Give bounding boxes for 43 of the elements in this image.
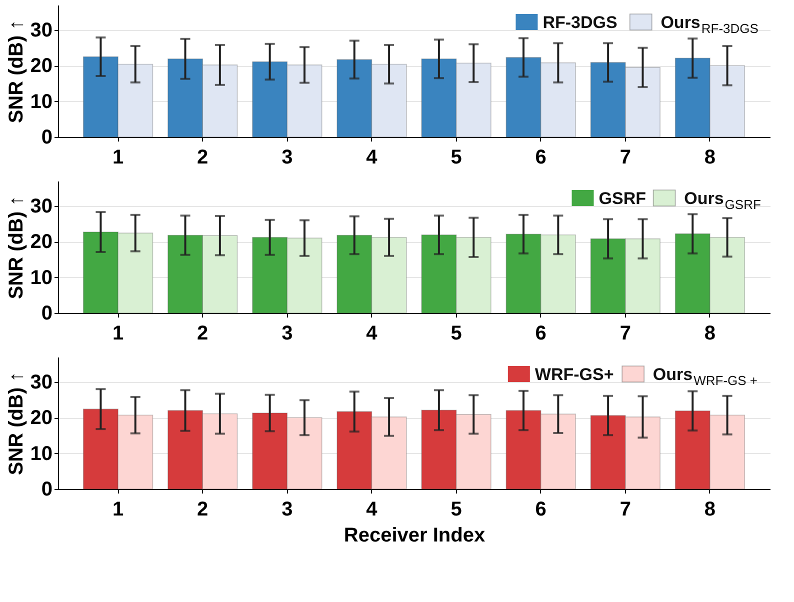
y-tick-label: 0 xyxy=(41,126,52,148)
x-tick-label: 1 xyxy=(112,498,124,520)
x-tick-label: 1 xyxy=(112,146,124,168)
x-tick-label: 1 xyxy=(112,322,124,344)
x-tick-label: 5 xyxy=(450,146,462,168)
x-tick-label: 8 xyxy=(704,322,716,344)
x-axis-title: Receiver Index xyxy=(344,524,486,546)
x-tick-label: 8 xyxy=(704,498,716,520)
y-tick-label: 30 xyxy=(30,19,52,42)
x-tick-label: 2 xyxy=(197,322,208,344)
x-tick-label: 6 xyxy=(535,322,546,344)
legend-label: WRF-GS+ xyxy=(534,365,614,384)
y-tick-label: 20 xyxy=(30,407,52,430)
legend-label: GSRF xyxy=(598,189,646,208)
y-tick-label: 20 xyxy=(30,55,52,78)
y-axis-title: SNR (dB) ↑ xyxy=(5,196,28,300)
x-tick-label: 5 xyxy=(450,322,462,344)
x-tick-label: 7 xyxy=(620,146,631,168)
y-tick-label: 10 xyxy=(30,90,52,113)
x-tick-label: 3 xyxy=(282,322,293,344)
y-tick-label: 10 xyxy=(30,266,52,289)
x-tick-label: 2 xyxy=(197,146,208,168)
y-tick-label: 10 xyxy=(30,442,52,465)
x-tick-label: 4 xyxy=(366,322,378,344)
y-tick-label: 20 xyxy=(30,231,52,254)
legend-label: RF-3DGS xyxy=(542,13,618,32)
x-tick-label: 4 xyxy=(366,498,378,520)
y-axis-title: SNR (dB) ↑ xyxy=(5,20,28,124)
x-tick-label: 5 xyxy=(450,498,462,520)
x-tick-label: 6 xyxy=(535,498,546,520)
x-tick-label: 6 xyxy=(535,146,546,168)
x-tick-label: 3 xyxy=(282,146,293,168)
y-tick-label: 0 xyxy=(41,478,52,500)
y-tick-label: 0 xyxy=(41,302,52,324)
y-axis-title: SNR (dB) ↑ xyxy=(5,372,28,476)
y-tick-label: 30 xyxy=(30,195,52,218)
y-tick-label: 30 xyxy=(30,371,52,394)
x-tick-label: 3 xyxy=(282,498,293,520)
x-tick-label: 4 xyxy=(366,146,378,168)
x-tick-label: 8 xyxy=(704,146,716,168)
x-tick-label: 2 xyxy=(197,498,208,520)
x-tick-label: 7 xyxy=(620,498,631,520)
x-tick-label: 7 xyxy=(620,322,631,344)
